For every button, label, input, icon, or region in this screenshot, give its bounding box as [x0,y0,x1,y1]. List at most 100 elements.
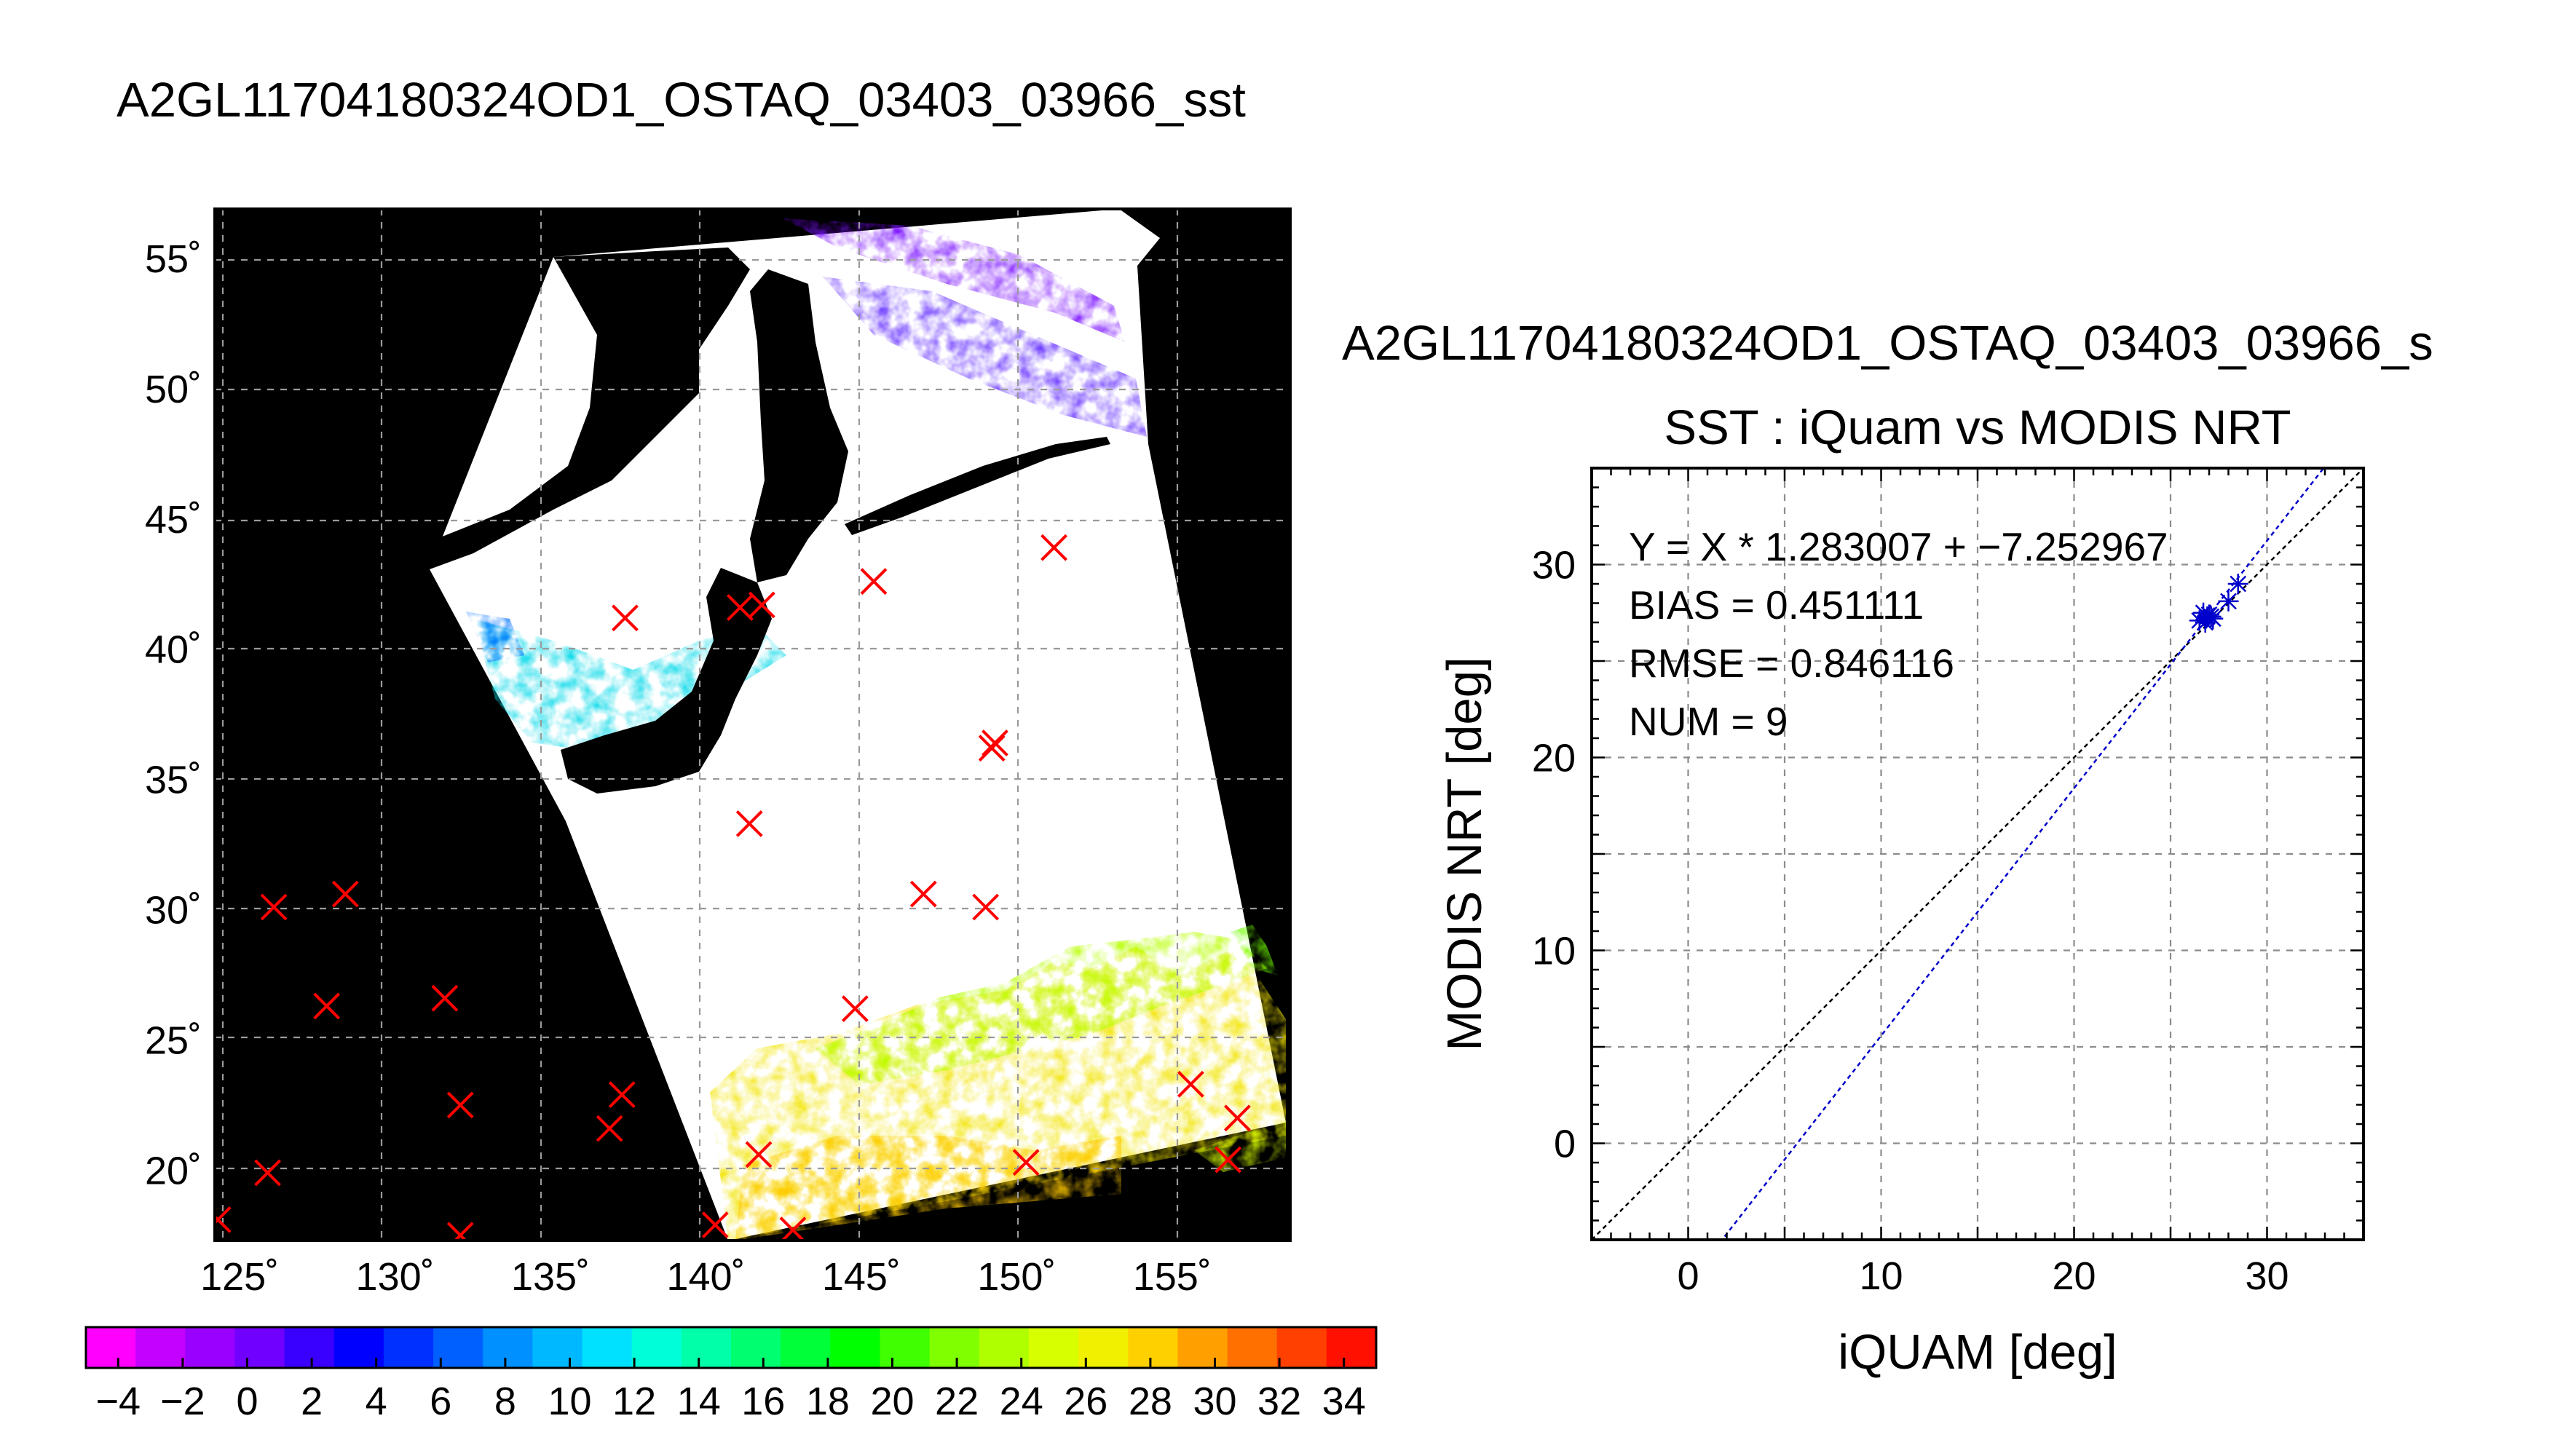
map-x-tick-label: 150˚ [977,1255,1056,1299]
colorbar-swatch [284,1327,335,1368]
colorbar-frame [84,1326,1378,1369]
matchup-marker [748,591,775,619]
scatter-y-tick-label: 0 [1554,1123,1576,1166]
sst-map [215,209,1290,1241]
scatter-header: A2GL11704180324OD1_OSTAQ_03403_03966_s [1342,316,2433,371]
land-honshu [561,568,772,794]
colorbar-swatch [830,1327,881,1368]
colorbar-tick-label: 22 [935,1380,979,1423]
colorbar-swatch [383,1327,434,1368]
matchup-marker [260,893,288,921]
regression-line [1721,468,2325,1240]
colorbar-swatch [1276,1327,1327,1368]
one-to-one-line [1592,468,2364,1240]
matchup-marker [701,1211,729,1238]
colorbar-swatch [582,1327,633,1368]
map-longitude-ticks: 125˚ 130˚ 135˚ 140˚ 145˚ 150˚ 155˚ [200,1255,1212,1299]
scatter-x-tick-label: 20 [2052,1254,2096,1298]
colorbar-swatch [532,1327,583,1368]
num-value: NUM = 9 [1629,699,1788,744]
map-frame [213,207,1292,1242]
map-y-tick-label: 50˚ [145,368,202,411]
fit-equation: Y = X * 1.283007 + −7.252967 [1629,524,2168,569]
map-x-tick-label: 125˚ [200,1255,279,1299]
map-y-tick-label: 25˚ [145,1018,202,1062]
map-title: A2GL11704180324OD1_OSTAQ_03403_03966_sst [117,73,1246,127]
matchup-marker [727,594,754,621]
bias-value: BIAS = 0.451111 [1629,582,1924,628]
matchup-marker [446,1222,474,1241]
rmse-value: RMSE = 0.846116 [1629,641,1954,686]
matchup-marker [745,1141,773,1168]
matchup-marker [612,604,639,632]
colorbar-swatch [731,1327,781,1368]
scatter-frame [1590,467,2365,1241]
colorbar-swatch [234,1327,285,1368]
map-grid [215,209,1290,1241]
scatter-point [2227,574,2248,594]
colorbar-tick-label: 34 [1322,1380,1366,1423]
matchup-marker [982,729,1008,756]
map-y-tick-label: 35˚ [145,759,202,802]
scatter-x-label: iQUAM [deg] [1838,1325,2117,1380]
colorbar-swatch [185,1327,236,1368]
map-y-tick-label: 45˚ [145,498,202,542]
colorbar-swatch [929,1327,980,1368]
colorbar-tick-label: 8 [494,1380,516,1423]
colorbar-tick-label: 30 [1193,1380,1236,1423]
map-y-tick-label: 20˚ [145,1149,202,1192]
colorbar-tick-label: 6 [430,1380,451,1423]
colorbar-swatch [1227,1327,1278,1368]
colorbar-swatch [781,1327,831,1368]
matchup-marker [431,984,459,1012]
matchup-marker [331,880,359,908]
map-x-tick-label: 145˚ [822,1255,901,1299]
scatter-x-tick-label: 0 [1677,1254,1699,1298]
matchup-marker [1215,1146,1242,1174]
scatter-title: SST : iQuam vs MODIS NRT [1664,400,2291,455]
scatter-x-tick-label: 30 [2245,1254,2289,1298]
matchup-marker [254,1159,281,1187]
matchup-marker [1224,1104,1251,1132]
colorbar-tick-label: 32 [1257,1380,1301,1423]
colorbar-tick-label: 28 [1129,1380,1172,1423]
scatter-x-tick-label: 10 [1859,1254,1903,1298]
colorbar-tick-label: 24 [1000,1380,1043,1423]
land-kurils-arc [845,437,1110,535]
scatter-y-tick-label: 30 [1532,544,1576,587]
map-y-tick-label: 30˚ [145,889,202,933]
sst-colorbar-ticks: −4 −2 0 2 4 6 8 10 12 14 16 18 20 22 24 26 28 30 32 34 [96,1358,1366,1423]
sst-colorbar [84,1326,1378,1369]
scatter-point [2203,608,2224,629]
colorbar-swatch [1326,1327,1377,1368]
colorbar-tick-label: −4 [96,1380,141,1423]
sst-cold-okhotsk-2 [823,277,1147,437]
map-x-tick-label: 155˚ [1133,1255,1212,1299]
map-latitude-ticks: 20˚ 25˚ 30˚ 35˚ 40˚ 45˚ 50˚ 55˚ [145,237,202,1192]
colorbar-tick-label: 2 [301,1380,323,1423]
scatter-y-tick-label: 10 [1532,930,1576,973]
colorbar-tick-label: 20 [870,1380,914,1423]
matchup-marker [1012,1149,1040,1176]
colorbar-tick-label: 14 [677,1380,721,1423]
scatter-lines [1592,468,2364,1240]
colorbar-swatch [1128,1327,1178,1368]
land-sakhalin-hokkaido [750,269,848,582]
colorbar-swatch [135,1327,186,1368]
map-y-tick-label: 55˚ [145,237,202,281]
colorbar-tick-label: −2 [160,1380,205,1423]
colorbar-tick-label: 18 [806,1380,850,1423]
colorbar-swatch [86,1327,136,1368]
matchup-marker [978,735,1006,762]
matchup-marker [860,568,888,596]
colorbar-tick-label: 4 [366,1380,387,1423]
scatter-y-label: MODIS NRT [deg] [1437,657,1492,1051]
sst-south-yellow-east [1194,1121,1286,1172]
matchup-marker [972,893,1000,921]
colorbar-tick-label: 16 [741,1380,785,1423]
colorbar-swatch [631,1327,682,1368]
scatter-points [2189,574,2248,633]
scatter-x-ticks: 0 10 20 30 [1677,1254,2289,1298]
matchup-marker [608,1081,636,1109]
